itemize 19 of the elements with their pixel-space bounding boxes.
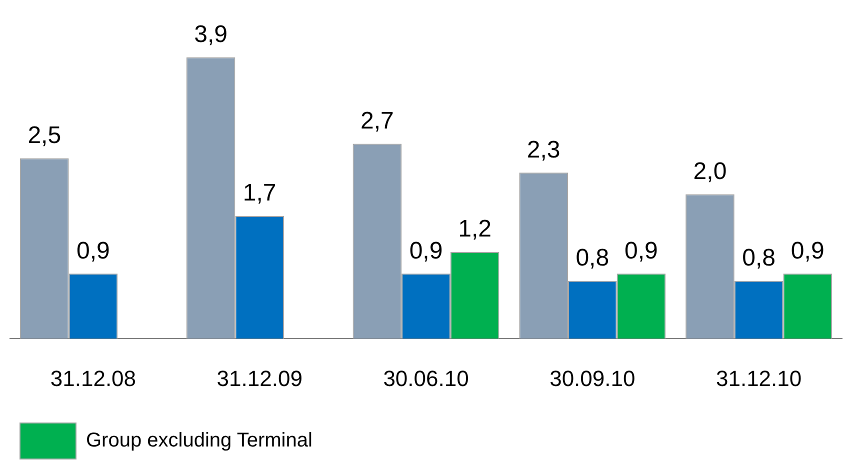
x-tick-label: 30.09.10 (550, 366, 636, 391)
data-label: 2,5 (28, 122, 62, 149)
x-tick-label: 31.12.09 (216, 366, 302, 391)
data-label: 0,8 (576, 244, 610, 272)
data-label: 2,7 (360, 107, 394, 134)
data-label: 0,8 (742, 244, 776, 272)
legend-label: Group excluding Terminal (86, 430, 312, 452)
x-tick-label: 30.06.10 (383, 366, 469, 391)
data-label: 0,9 (624, 237, 658, 264)
x-tick-label: 31.12.10 (716, 366, 802, 391)
data-label: 2,3 (526, 136, 560, 164)
data-label: 0,9 (409, 237, 443, 264)
data-label: 0,9 (76, 237, 110, 264)
x-tick-label: 31.12.08 (50, 366, 136, 391)
data-label: 2,0 (693, 158, 727, 185)
data-label: 3,9 (194, 20, 228, 48)
data-label: 1,2 (458, 216, 492, 243)
data-label: 1,7 (242, 180, 276, 207)
data-label: 0,9 (790, 237, 824, 264)
